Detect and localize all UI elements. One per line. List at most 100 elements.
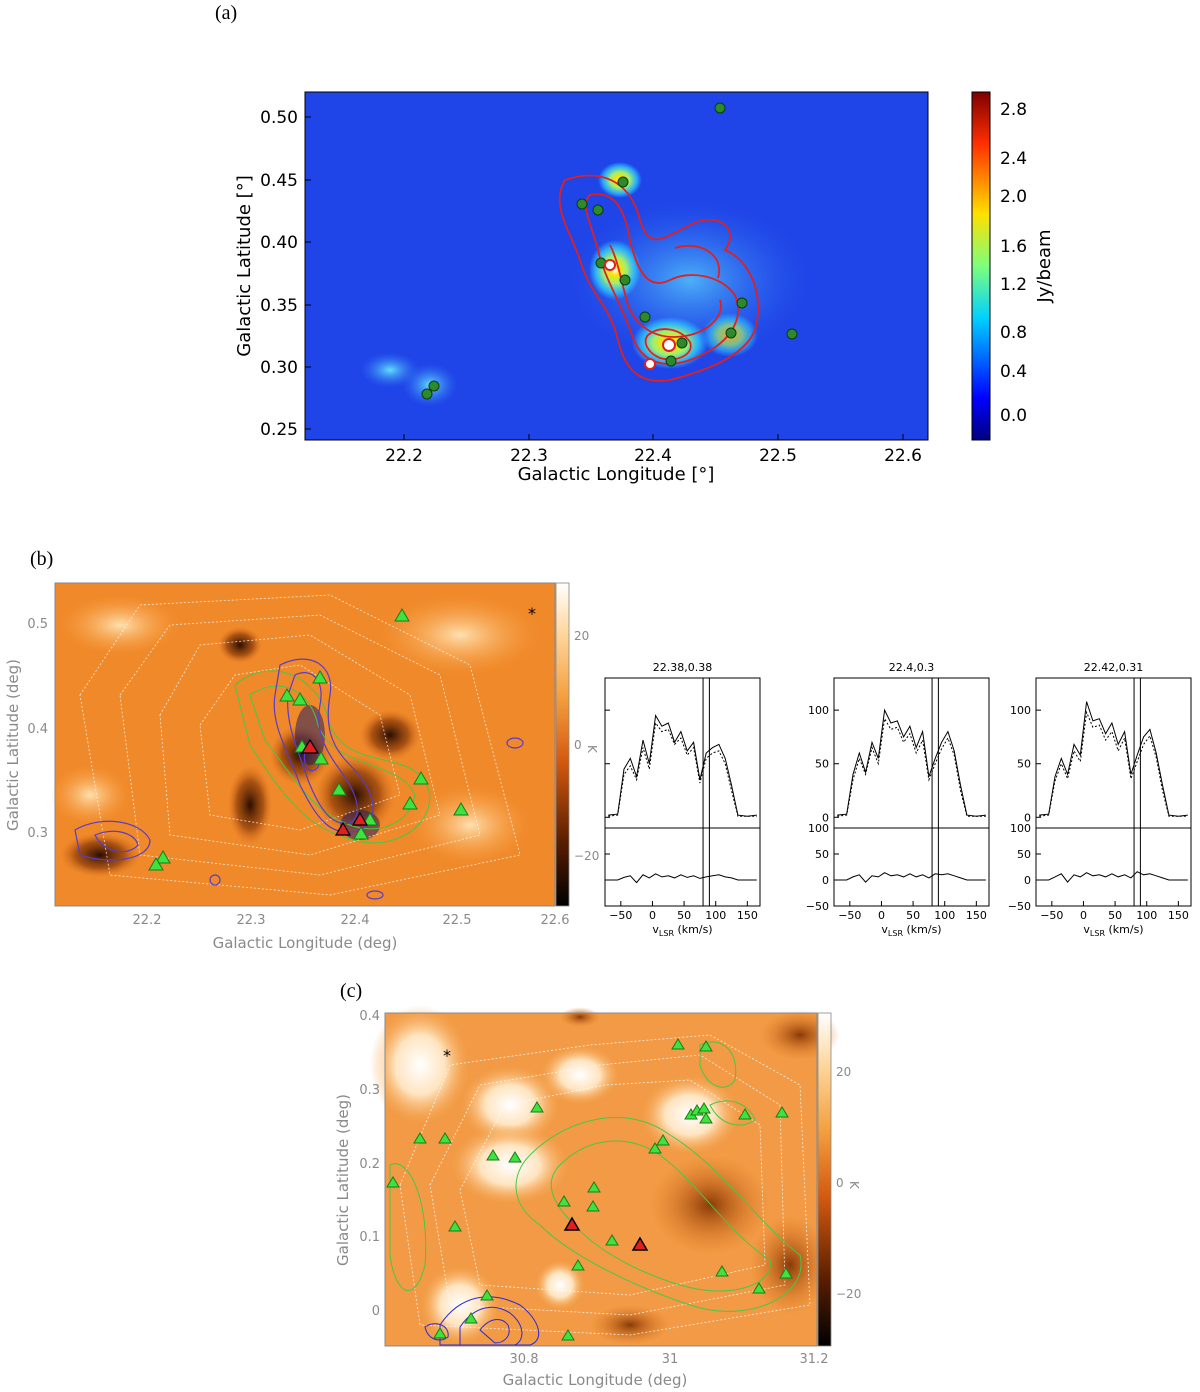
panel-b-cbar-ticks: 20 0 −20	[574, 629, 599, 863]
tick-label: 150	[737, 909, 758, 922]
star-icon: *	[443, 1046, 451, 1065]
panel-b-green-contours	[234, 670, 431, 844]
tick-label: 0.45	[260, 171, 298, 191]
spectrum-line-dotted	[608, 721, 757, 817]
tick-label: −20	[574, 849, 599, 863]
tick-label: 22.6	[884, 446, 922, 466]
tick-label: 0	[822, 874, 829, 887]
spectrum-line-solid	[608, 713, 757, 817]
spectrum-line-solid	[837, 708, 986, 817]
spectrum-line-dotted	[1039, 710, 1188, 817]
panel-c-figure: * 30.8 31 31.2 0 0.1 0.2 0.3 0.4 Galacti…	[334, 1005, 861, 1389]
tick-label: 50	[815, 758, 829, 771]
tick-label: −50	[1008, 900, 1031, 913]
tick-label: 100	[1136, 909, 1157, 922]
star-icon: *	[528, 604, 536, 623]
tick-label: 0.4	[359, 1009, 380, 1024]
spectrum-top-frame	[833, 677, 990, 829]
tick-label: 50	[677, 909, 691, 922]
panel-c-red-sources	[563, 1216, 649, 1251]
tick-label: 1.2	[1000, 275, 1027, 295]
tick-label: 0	[1080, 909, 1087, 922]
panel-a-xlabel: Galactic Longitude [°]	[518, 464, 715, 485]
spectrum-bottom-frame	[833, 827, 990, 907]
panel-a-cbar-label: Jy/beam	[1034, 229, 1055, 303]
tick-label: 100	[934, 909, 955, 922]
tick-label: 50	[1017, 758, 1031, 771]
spectrum-residual-line	[837, 872, 986, 883]
tick-label: 0.4	[27, 722, 48, 737]
panel-b-yticks: 0.3 0.4 0.5	[27, 617, 48, 841]
spectrum-title: 22.4,0.3	[889, 661, 934, 674]
spectrum-xlabel: vLSR (km/s)	[1083, 923, 1143, 938]
tick-label: −20	[836, 1287, 861, 1301]
panel-c-cbar-label: K	[847, 1181, 861, 1190]
panel-c-letter: (c)	[340, 980, 363, 1002]
spectrum-xlabel: vLSR (km/s)	[881, 923, 941, 938]
tick-label: 22.2	[133, 913, 162, 928]
panel-b-colorbar	[555, 582, 570, 907]
tick-label: 20	[836, 1065, 851, 1079]
spectrum-panel-2: 22.4,0.3−50 0 50 100 150050100−50050100vLSR …	[806, 661, 990, 938]
spectrum-line-solid	[1039, 701, 1188, 817]
panel-b-xticks: 22.2 22.3 22.4 22.5 22.6	[133, 913, 570, 928]
tick-label: 22.5	[443, 913, 472, 928]
panel-b-blue-contours	[74, 658, 524, 900]
tick-label: 30.8	[510, 1352, 539, 1367]
panel-c-cbar-ticks: 20 0 −20	[836, 1065, 861, 1301]
spectrum-residual-line	[1039, 871, 1188, 883]
tick-label: 0.35	[260, 296, 298, 316]
tick-label: 2.8	[1000, 100, 1027, 120]
tick-label: 0	[1024, 811, 1031, 824]
tick-label: 0	[822, 811, 829, 824]
tick-label: 0.40	[260, 233, 298, 253]
panel-a-peak-markers	[604, 259, 676, 370]
tick-label: 31.2	[800, 1352, 829, 1367]
spectrum-top-frame	[604, 677, 761, 829]
tick-label: 100	[808, 822, 829, 835]
panel-c-ylabel: Galactic Latitude (deg)	[334, 1094, 352, 1266]
tick-label: 0	[649, 909, 656, 922]
spectrum-panel-1: 22.38,0.38−50050100150050100−50050100vLS…	[604, 661, 761, 938]
tick-label: 31	[662, 1352, 679, 1367]
tick-label: 0.25	[260, 420, 298, 440]
spectrum-xlabel: vLSR (km/s)	[652, 923, 712, 938]
tick-label: 0.8	[1000, 323, 1027, 343]
panel-a-yticks: 0.25 0.30 0.35 0.40 0.45 0.50	[260, 108, 298, 440]
tick-label: 100	[1010, 822, 1031, 835]
panel-c-colorbar	[817, 1012, 832, 1347]
tick-label: 50	[1017, 848, 1031, 861]
tick-label: 100	[1010, 704, 1031, 717]
tick-label: 0.4	[1000, 362, 1027, 382]
spectrum-line-dotted	[837, 717, 986, 817]
tick-label: 0.3	[27, 826, 48, 841]
spectrum-top-frame	[1035, 677, 1192, 829]
tick-label: 0	[372, 1304, 380, 1319]
tick-label: 100	[705, 909, 726, 922]
panel-b-figure: * 22.2 22.3 22.4 22.5 22.6 0.3 0.4 0.5 G…	[4, 582, 599, 952]
tick-label: 1.6	[1000, 237, 1027, 257]
panel-b-xlabel: Galactic Longitude (deg)	[213, 934, 398, 952]
tick-label: 0.2	[359, 1157, 380, 1172]
tick-label: 22.3	[510, 446, 548, 466]
tick-label: 150	[1168, 909, 1189, 922]
tick-label: 0	[836, 1176, 844, 1190]
panel-c-blue-contours	[424, 1296, 540, 1346]
panel-a-figure: 22.2 22.3 22.4 22.5 22.6 0.25 0.30 0.35 …	[234, 91, 1055, 485]
tick-label: 150	[966, 909, 987, 922]
tick-label: 22.3	[237, 913, 266, 928]
panel-a-sources	[421, 102, 798, 400]
tick-label: 2.0	[1000, 187, 1027, 207]
panel-b-cbar-label: K	[585, 745, 599, 754]
panel-b-sources	[148, 608, 469, 871]
panel-a-xticks: 22.2 22.3 22.4 22.5 22.6	[385, 446, 922, 466]
spectrum-residual-line	[608, 873, 757, 884]
tick-label: 100	[808, 704, 829, 717]
tick-label: 0.3	[359, 1083, 380, 1098]
tick-label: 50	[906, 909, 920, 922]
tick-label: 0.30	[260, 358, 298, 378]
tick-label: 0.1	[359, 1230, 380, 1245]
panel-c-sources	[386, 1038, 793, 1341]
tick-label: 22.6	[541, 913, 570, 928]
tick-label: 0.0	[1000, 406, 1027, 426]
